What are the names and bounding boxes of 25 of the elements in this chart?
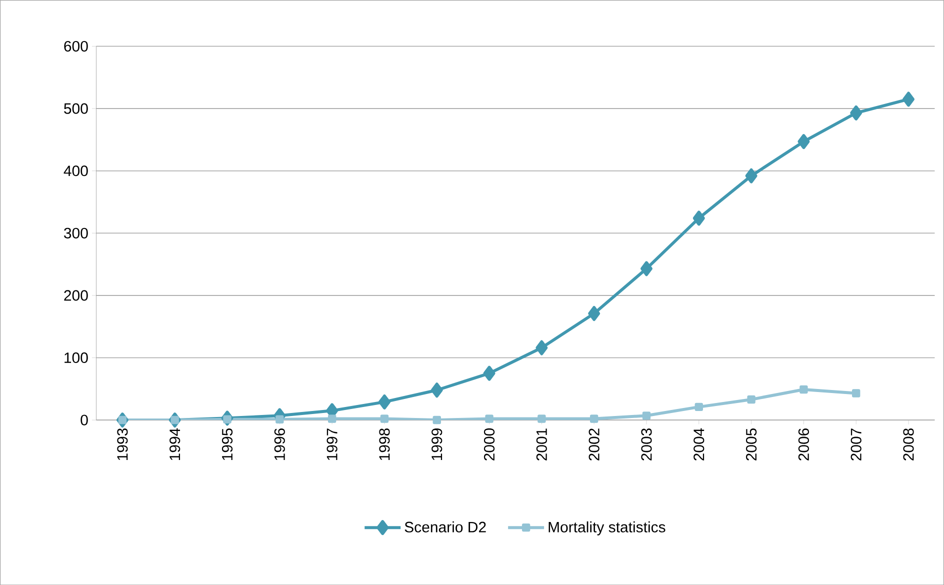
y-tick-label: 400 <box>64 165 88 176</box>
y-tick-label: 300 <box>64 228 88 238</box>
legend-label: Mortality statistics <box>548 521 666 536</box>
x-tick-label: 2004 <box>694 428 704 460</box>
x-tick-label: 1994 <box>170 428 180 460</box>
y-tick-label: 200 <box>64 290 88 301</box>
x-tick-label: 1998 <box>379 428 390 460</box>
x-tick-label: 1997 <box>326 428 338 460</box>
x-tick-label: 1999 <box>432 428 442 460</box>
y-tick-label: 100 <box>64 352 88 363</box>
legend-label: Scenario D2 <box>404 521 486 532</box>
y-tick-label: 0 <box>80 414 88 426</box>
x-tick-label: 1993 <box>117 428 128 460</box>
x-tick-label: 2008 <box>903 428 914 460</box>
x-tick-label: 2001 <box>536 428 547 460</box>
x-tick-label: 2005 <box>746 428 757 460</box>
x-tick-label: 2007 <box>850 428 862 460</box>
x-tick-label: 2000 <box>484 428 495 460</box>
y-tick-label: 600 <box>64 40 88 52</box>
x-tick-label: 2003 <box>641 428 652 460</box>
x-tick-label: 1996 <box>274 428 285 460</box>
x-tick-label: 1995 <box>222 428 233 460</box>
x-tick-label: 2006 <box>798 428 809 460</box>
y-tick-label: 500 <box>64 103 88 114</box>
x-tick-label: 2002 <box>588 428 600 460</box>
